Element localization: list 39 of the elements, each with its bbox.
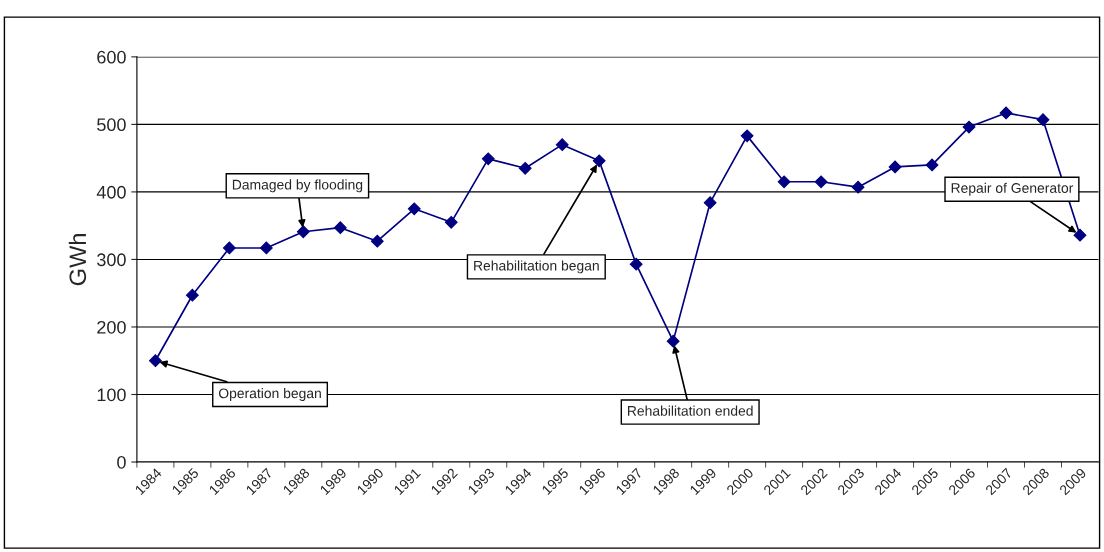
point xyxy=(703,196,717,210)
point xyxy=(555,138,569,152)
annotation: Damaged by flooding xyxy=(232,179,363,193)
point xyxy=(962,120,976,134)
point xyxy=(814,175,828,189)
point xyxy=(444,215,458,229)
point xyxy=(777,175,791,189)
point xyxy=(592,154,606,168)
point xyxy=(1036,113,1050,127)
point xyxy=(148,354,162,368)
point xyxy=(185,288,199,302)
y-tick-label: 300 xyxy=(97,253,126,267)
point xyxy=(888,160,902,174)
point xyxy=(222,241,236,255)
point xyxy=(740,129,754,143)
point xyxy=(370,234,384,248)
y-tick-label: 500 xyxy=(97,118,126,132)
y-tick-label: 100 xyxy=(97,388,126,402)
point xyxy=(481,152,495,166)
point xyxy=(666,334,680,348)
annotation: Operation began xyxy=(218,388,321,401)
y-axis-title: GWh xyxy=(68,234,87,286)
annotation: Rehabilitation began xyxy=(474,260,599,274)
point xyxy=(259,241,273,255)
point xyxy=(629,257,643,271)
annotation: Rehabilitation ended xyxy=(628,405,753,416)
point xyxy=(999,106,1013,120)
point xyxy=(518,161,532,175)
y-tick-label: 400 xyxy=(96,185,126,199)
annotation: Repair of Generator xyxy=(951,182,1074,196)
y-tick-label: 600 xyxy=(97,50,126,64)
point xyxy=(851,180,865,194)
y-tick-label: 0 xyxy=(117,455,126,469)
y-tick-label: 200 xyxy=(97,320,126,334)
point xyxy=(333,221,347,235)
point xyxy=(1073,228,1087,242)
point xyxy=(407,202,421,216)
point xyxy=(296,225,310,239)
point xyxy=(925,158,939,172)
